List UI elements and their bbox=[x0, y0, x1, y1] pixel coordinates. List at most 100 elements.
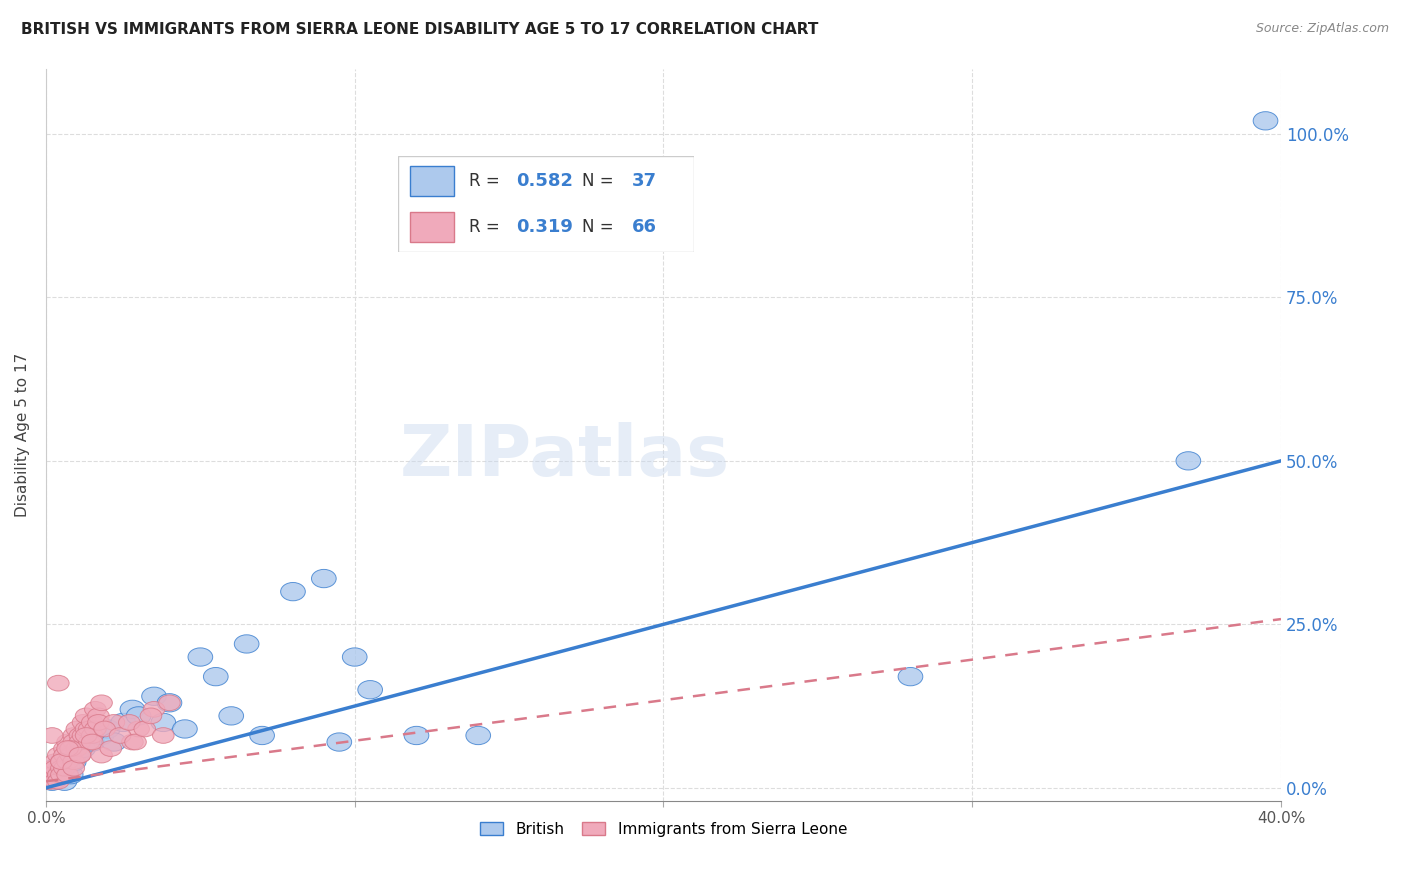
Ellipse shape bbox=[125, 734, 146, 750]
Ellipse shape bbox=[103, 714, 125, 731]
Ellipse shape bbox=[111, 714, 135, 731]
Ellipse shape bbox=[55, 759, 80, 777]
Ellipse shape bbox=[87, 708, 110, 723]
Ellipse shape bbox=[82, 728, 103, 743]
Ellipse shape bbox=[52, 772, 77, 790]
Ellipse shape bbox=[62, 753, 86, 771]
Ellipse shape bbox=[110, 728, 131, 743]
Ellipse shape bbox=[72, 714, 94, 731]
Ellipse shape bbox=[76, 728, 97, 743]
Text: ZIPatlas: ZIPatlas bbox=[399, 422, 730, 491]
Ellipse shape bbox=[45, 760, 66, 776]
Ellipse shape bbox=[82, 714, 103, 731]
Ellipse shape bbox=[51, 760, 72, 776]
Ellipse shape bbox=[60, 747, 82, 763]
Ellipse shape bbox=[66, 740, 87, 756]
Text: BRITISH VS IMMIGRANTS FROM SIERRA LEONE DISABILITY AGE 5 TO 17 CORRELATION CHART: BRITISH VS IMMIGRANTS FROM SIERRA LEONE … bbox=[21, 22, 818, 37]
Ellipse shape bbox=[79, 721, 100, 737]
Ellipse shape bbox=[65, 746, 89, 764]
Ellipse shape bbox=[60, 740, 82, 756]
Ellipse shape bbox=[91, 747, 112, 763]
Ellipse shape bbox=[127, 706, 150, 725]
Ellipse shape bbox=[96, 720, 120, 738]
Ellipse shape bbox=[51, 754, 72, 770]
Ellipse shape bbox=[60, 740, 82, 756]
Text: Source: ZipAtlas.com: Source: ZipAtlas.com bbox=[1256, 22, 1389, 36]
Ellipse shape bbox=[152, 728, 174, 743]
Ellipse shape bbox=[38, 767, 60, 782]
Ellipse shape bbox=[143, 701, 165, 717]
Ellipse shape bbox=[173, 720, 197, 738]
Ellipse shape bbox=[101, 733, 127, 751]
Ellipse shape bbox=[80, 733, 104, 751]
Ellipse shape bbox=[41, 728, 63, 743]
Ellipse shape bbox=[84, 701, 107, 717]
Ellipse shape bbox=[53, 760, 76, 776]
Ellipse shape bbox=[141, 708, 162, 723]
Ellipse shape bbox=[48, 767, 69, 782]
Ellipse shape bbox=[49, 753, 73, 771]
Ellipse shape bbox=[63, 734, 84, 750]
Ellipse shape bbox=[51, 767, 72, 782]
Ellipse shape bbox=[79, 734, 100, 750]
Ellipse shape bbox=[38, 773, 60, 789]
Ellipse shape bbox=[56, 767, 79, 782]
Ellipse shape bbox=[41, 767, 63, 782]
Ellipse shape bbox=[128, 721, 149, 737]
Ellipse shape bbox=[69, 747, 91, 763]
Ellipse shape bbox=[120, 700, 145, 718]
Ellipse shape bbox=[46, 765, 70, 784]
Ellipse shape bbox=[898, 667, 922, 686]
Ellipse shape bbox=[281, 582, 305, 601]
Ellipse shape bbox=[69, 728, 91, 743]
Ellipse shape bbox=[56, 740, 79, 756]
Y-axis label: Disability Age 5 to 17: Disability Age 5 to 17 bbox=[15, 352, 30, 516]
Ellipse shape bbox=[91, 695, 112, 711]
Ellipse shape bbox=[357, 681, 382, 698]
Ellipse shape bbox=[328, 733, 352, 751]
Ellipse shape bbox=[48, 675, 69, 691]
Ellipse shape bbox=[48, 773, 69, 789]
Ellipse shape bbox=[38, 773, 60, 789]
Ellipse shape bbox=[76, 721, 97, 737]
Ellipse shape bbox=[1253, 112, 1278, 130]
Ellipse shape bbox=[69, 747, 91, 763]
Ellipse shape bbox=[150, 714, 176, 731]
Ellipse shape bbox=[84, 721, 107, 737]
Ellipse shape bbox=[142, 687, 166, 706]
Ellipse shape bbox=[53, 747, 76, 763]
Ellipse shape bbox=[94, 721, 115, 737]
Ellipse shape bbox=[312, 569, 336, 588]
Ellipse shape bbox=[1175, 451, 1201, 470]
Ellipse shape bbox=[56, 734, 79, 750]
Ellipse shape bbox=[76, 708, 97, 723]
Ellipse shape bbox=[39, 772, 65, 790]
Ellipse shape bbox=[66, 721, 87, 737]
Ellipse shape bbox=[72, 728, 94, 743]
Ellipse shape bbox=[45, 754, 66, 770]
Ellipse shape bbox=[70, 739, 96, 757]
Ellipse shape bbox=[404, 726, 429, 745]
Ellipse shape bbox=[188, 648, 212, 666]
Ellipse shape bbox=[45, 773, 66, 789]
Legend: British, Immigrants from Sierra Leone: British, Immigrants from Sierra Leone bbox=[472, 814, 855, 845]
Ellipse shape bbox=[63, 760, 84, 776]
Ellipse shape bbox=[87, 714, 110, 731]
Ellipse shape bbox=[41, 760, 63, 776]
Ellipse shape bbox=[51, 754, 72, 770]
Ellipse shape bbox=[89, 726, 114, 745]
Ellipse shape bbox=[157, 694, 181, 712]
Ellipse shape bbox=[37, 765, 62, 784]
Ellipse shape bbox=[44, 759, 67, 777]
Ellipse shape bbox=[100, 740, 121, 756]
Ellipse shape bbox=[63, 754, 84, 770]
Ellipse shape bbox=[250, 726, 274, 745]
Ellipse shape bbox=[58, 765, 83, 784]
Ellipse shape bbox=[465, 726, 491, 745]
Ellipse shape bbox=[53, 740, 76, 756]
Ellipse shape bbox=[118, 714, 141, 731]
Ellipse shape bbox=[56, 754, 79, 770]
Ellipse shape bbox=[343, 648, 367, 666]
Ellipse shape bbox=[235, 635, 259, 653]
Ellipse shape bbox=[134, 721, 156, 737]
